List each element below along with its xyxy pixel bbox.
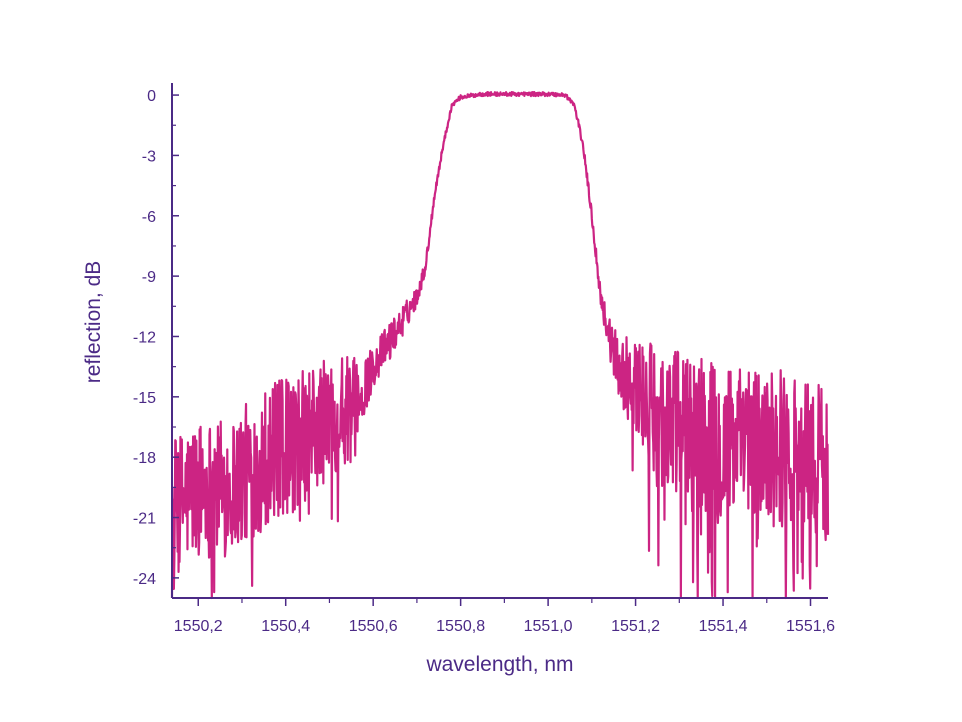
x-tick-label: 1550,6 [349,618,398,635]
x-tick-label: 1550,4 [261,618,310,635]
x-tick-label: 1550,2 [174,618,223,635]
y-tick-label: -24 [133,571,156,588]
y-tick-label: 0 [147,88,156,105]
series-layer [170,90,830,600]
y-tick-label: -21 [133,511,156,528]
labels-layer: 0 -3 -6 -9 -12 -15 -18 -21 -24 1550,2 1550,4 1550,6… [133,88,835,635]
y-axis-title: reflection, dB [82,261,105,384]
x-tick-label: 1551,0 [524,618,573,635]
y-tick-label: -9 [142,269,156,286]
x-tick-label: 1550,8 [436,618,485,635]
y-tick-label: -3 [142,148,156,165]
x-tick-label: 1551,4 [699,618,748,635]
x-tick-label: 1551,6 [786,618,835,635]
y-tick-label: -6 [142,209,156,226]
y-tick-label: -12 [133,329,156,346]
reflection-series-line [170,90,830,600]
axes-layer [171,83,828,606]
x-tick-label: 1551,2 [611,618,660,635]
y-tick-label: -18 [133,450,156,467]
y-tick-label: -15 [133,390,156,407]
x-axis-title: wavelength, nm [425,653,573,676]
